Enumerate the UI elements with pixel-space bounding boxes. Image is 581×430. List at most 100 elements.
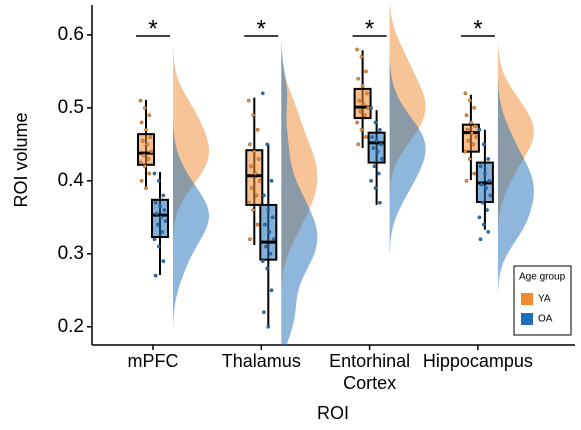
point bbox=[358, 109, 363, 114]
point bbox=[254, 193, 259, 198]
point bbox=[359, 54, 364, 59]
point bbox=[467, 98, 472, 103]
point bbox=[161, 259, 166, 263]
point bbox=[364, 69, 368, 74]
point bbox=[472, 171, 477, 176]
point bbox=[365, 91, 369, 96]
point bbox=[147, 113, 152, 118]
point bbox=[255, 127, 260, 132]
point bbox=[369, 178, 373, 183]
point bbox=[269, 178, 274, 183]
point bbox=[246, 200, 251, 205]
point bbox=[372, 164, 377, 169]
point bbox=[256, 157, 261, 161]
point bbox=[364, 135, 368, 139]
point bbox=[481, 222, 486, 227]
point bbox=[262, 193, 266, 198]
point bbox=[253, 171, 258, 176]
legend-label: YA bbox=[538, 294, 551, 305]
significance-star: * bbox=[365, 15, 374, 42]
point bbox=[138, 160, 143, 165]
point bbox=[162, 208, 167, 212]
y-tick-label: 0.4 bbox=[58, 170, 85, 191]
point bbox=[143, 106, 147, 110]
point bbox=[359, 127, 364, 132]
point bbox=[370, 135, 375, 139]
point bbox=[486, 230, 491, 234]
point bbox=[158, 204, 162, 209]
box bbox=[367, 131, 386, 164]
point bbox=[463, 91, 468, 96]
y-tick-label: 0.2 bbox=[58, 316, 84, 337]
point bbox=[144, 186, 148, 190]
legend-swatch bbox=[521, 293, 533, 305]
x-tick-label: Entorhinal Cortex bbox=[329, 351, 411, 393]
point bbox=[146, 157, 151, 161]
point bbox=[479, 182, 484, 187]
point bbox=[483, 171, 487, 176]
point bbox=[147, 171, 152, 176]
point bbox=[481, 142, 486, 147]
point bbox=[250, 186, 254, 190]
point bbox=[248, 142, 252, 147]
point bbox=[470, 131, 474, 136]
point bbox=[252, 149, 257, 154]
point bbox=[466, 138, 471, 143]
violin bbox=[389, 56, 426, 254]
point bbox=[152, 237, 157, 242]
point bbox=[375, 149, 380, 154]
point bbox=[271, 237, 276, 242]
point bbox=[471, 142, 475, 147]
point bbox=[251, 113, 256, 118]
point bbox=[362, 113, 367, 118]
point bbox=[485, 208, 489, 212]
violin bbox=[173, 122, 209, 327]
point bbox=[153, 273, 158, 278]
point bbox=[140, 138, 145, 143]
point bbox=[143, 164, 147, 169]
point bbox=[141, 153, 146, 158]
point bbox=[480, 200, 485, 205]
point bbox=[163, 219, 168, 223]
point bbox=[465, 127, 470, 132]
point bbox=[148, 135, 153, 139]
point bbox=[371, 146, 376, 150]
point bbox=[378, 200, 382, 205]
point bbox=[467, 157, 472, 161]
point bbox=[248, 237, 252, 242]
y-tick-label: 0.3 bbox=[58, 243, 84, 264]
significance-star: * bbox=[473, 15, 482, 42]
y-tick-label: 0.5 bbox=[58, 97, 84, 118]
point bbox=[255, 222, 260, 227]
point bbox=[477, 127, 482, 132]
point bbox=[153, 200, 158, 205]
point bbox=[378, 127, 382, 132]
point bbox=[159, 215, 163, 220]
point bbox=[139, 178, 144, 183]
point bbox=[380, 157, 384, 161]
point bbox=[355, 120, 359, 125]
point bbox=[149, 149, 154, 154]
point bbox=[472, 106, 477, 110]
point bbox=[154, 211, 159, 216]
point bbox=[464, 113, 469, 118]
point bbox=[484, 186, 488, 190]
point bbox=[373, 186, 378, 190]
point bbox=[469, 120, 473, 125]
point bbox=[487, 178, 492, 183]
point bbox=[157, 178, 161, 183]
point bbox=[355, 47, 359, 52]
point bbox=[266, 208, 271, 212]
point bbox=[138, 98, 143, 103]
point bbox=[488, 193, 493, 198]
significance-star: * bbox=[148, 15, 157, 42]
point bbox=[265, 142, 270, 147]
y-axis-label: ROI volume bbox=[11, 112, 31, 207]
point bbox=[373, 120, 378, 125]
point bbox=[249, 164, 253, 169]
x-tick-label: Hippocampus bbox=[422, 351, 533, 371]
point bbox=[374, 138, 379, 143]
point bbox=[152, 171, 157, 176]
